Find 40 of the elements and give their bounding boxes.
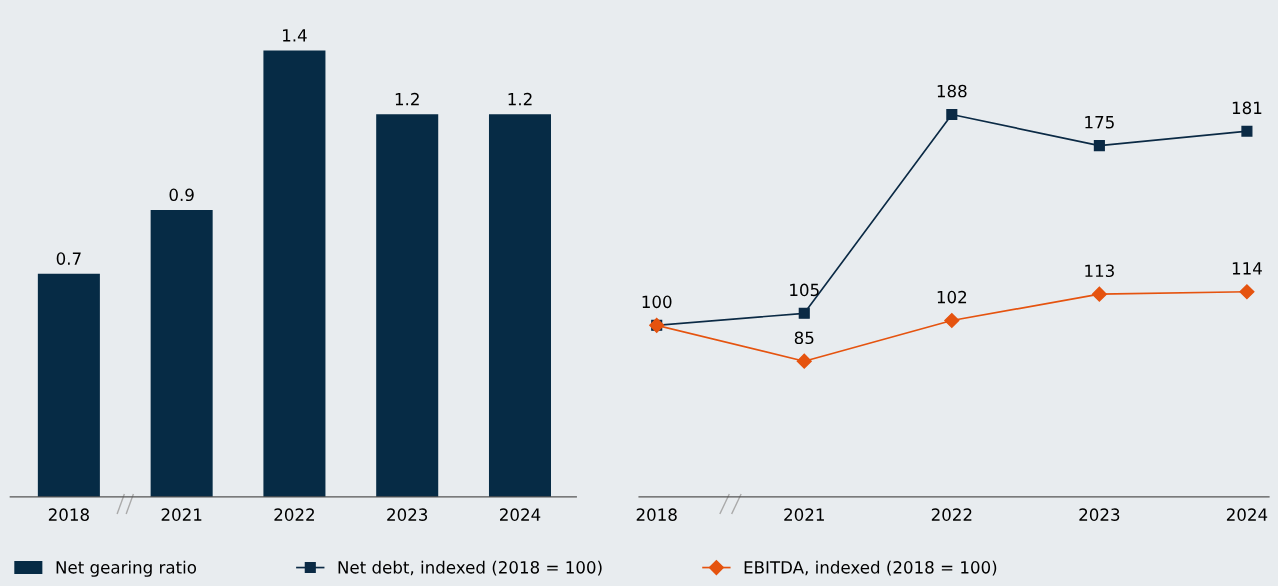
- data-label: 181: [1232, 101, 1262, 115]
- point: [1239, 284, 1255, 300]
- data-label: 0.9: [169, 188, 194, 202]
- x-tick-label: 2023: [387, 508, 428, 521]
- bar: [37, 273, 100, 497]
- x-tick-label: 2022: [274, 508, 314, 521]
- x-tick-label: 2021: [161, 508, 202, 521]
- point: [944, 312, 960, 329]
- bar: [263, 50, 326, 497]
- legend-label: Net debt, indexed (2018 = 100): [338, 560, 602, 576]
- x-tick-label: 2021: [784, 508, 824, 521]
- point: [1241, 125, 1253, 137]
- data-label: 0.7: [56, 252, 81, 265]
- data-label: 1.4: [283, 29, 307, 42]
- bar: [376, 114, 439, 497]
- x-tick-label: 2018: [48, 508, 89, 521]
- data-label: 114: [1232, 262, 1262, 275]
- data-label: 175: [1085, 116, 1114, 129]
- bar: [150, 209, 213, 497]
- x-tick-label: 2022: [931, 508, 972, 521]
- point: [1091, 286, 1107, 302]
- legend-label: Net gearing ratio: [56, 560, 197, 577]
- legend-label: EBITDA, indexed (2018 = 100): [744, 560, 997, 576]
- point: [796, 353, 812, 369]
- point: [798, 307, 810, 319]
- data-label: 85: [794, 331, 814, 345]
- x-tick-label: 2024: [500, 508, 541, 521]
- bar: [488, 114, 551, 497]
- data-label: 105: [790, 283, 819, 297]
- x-tick-label: 2023: [1079, 508, 1120, 521]
- data-label: 100: [642, 295, 672, 309]
- point: [946, 108, 958, 121]
- data-label: 102: [937, 290, 967, 304]
- x-tick-label: 2018: [636, 508, 677, 521]
- data-label: 188: [937, 84, 967, 98]
- data-label: 1.2: [395, 92, 419, 106]
- data-label: 113: [1085, 264, 1114, 278]
- x-tick-label: 2024: [1226, 508, 1268, 521]
- point: [1093, 140, 1105, 152]
- data-label: 1.2: [508, 92, 532, 106]
